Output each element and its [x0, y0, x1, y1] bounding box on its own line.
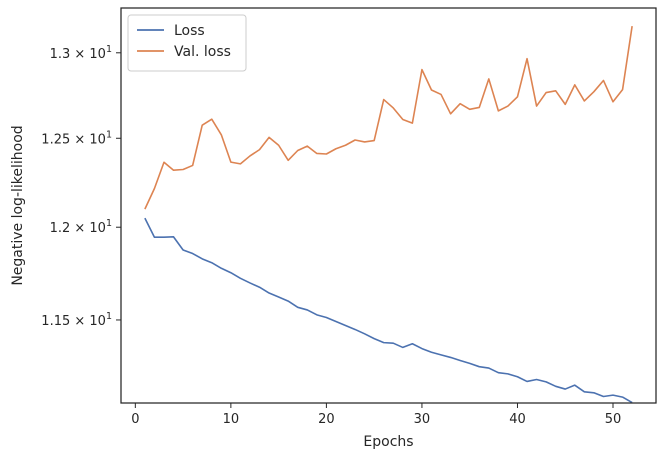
x-tick-label: 30: [414, 412, 431, 427]
axes-frame: [120, 7, 657, 404]
y-tick-label: 1.2 × 101: [50, 218, 112, 236]
y-tick-label: 1.15 × 101: [41, 311, 112, 329]
y-tick-label: 1.3 × 101: [50, 44, 112, 62]
x-axis-label: Epochs: [363, 434, 413, 450]
y-axis-label: Negative log-likelihood: [10, 125, 26, 285]
y-axis: 1.15 × 101 1.2 × 101 1.25 × 101 1.3 × 101: [41, 44, 121, 329]
legend-box: [127, 14, 247, 72]
x-tick-label: 0: [131, 412, 139, 427]
legend: Loss Val. loss: [127, 14, 247, 72]
series-line-0: [144, 217, 633, 404]
x-tick-label: 20: [318, 412, 335, 427]
x-tick-label: 40: [509, 412, 526, 427]
plot-area: [144, 26, 633, 404]
y-tick-label: 1.25 × 101: [41, 129, 112, 147]
x-tick-label: 10: [223, 412, 240, 427]
legend-label-0: Loss: [174, 23, 205, 39]
legend-label-1: Val. loss: [174, 44, 231, 60]
x-axis: 0 10 20 30 40 50: [131, 403, 621, 427]
x-tick-label: 50: [605, 412, 622, 427]
series-line-1: [144, 26, 633, 210]
